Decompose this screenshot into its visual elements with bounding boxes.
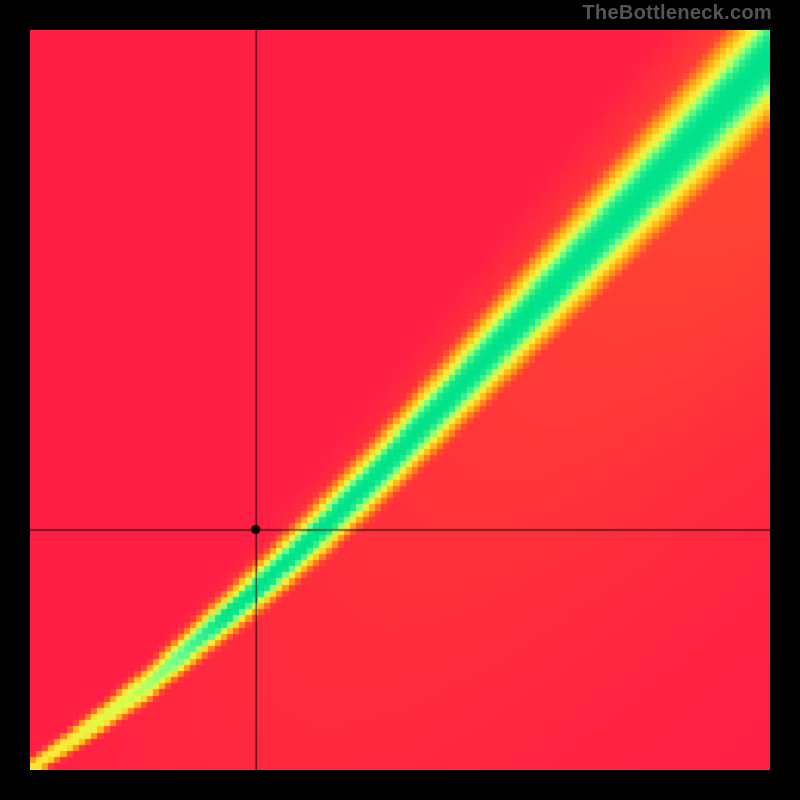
bottleneck-heatmap: [30, 30, 770, 770]
watermark-text: TheBottleneck.com: [582, 2, 772, 25]
figure-container: TheBottleneck.com: [0, 0, 800, 800]
